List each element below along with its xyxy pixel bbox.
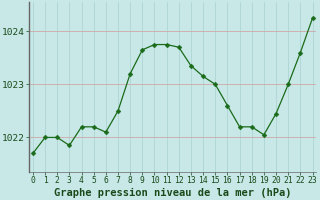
- X-axis label: Graphe pression niveau de la mer (hPa): Graphe pression niveau de la mer (hPa): [54, 188, 292, 198]
